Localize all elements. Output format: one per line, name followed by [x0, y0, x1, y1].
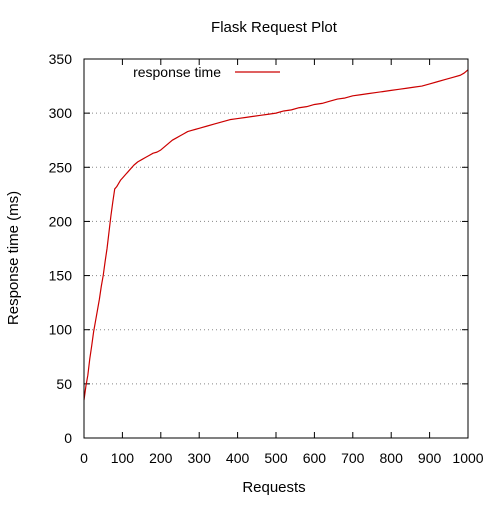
x-tick-label: 600 — [303, 450, 327, 466]
y-tick-label: 200 — [49, 213, 73, 229]
x-tick-label: 100 — [111, 450, 135, 466]
x-tick-label: 0 — [80, 450, 88, 466]
x-tick-label: 700 — [341, 450, 365, 466]
y-tick-label: 350 — [49, 51, 73, 67]
y-tick-label: 300 — [49, 105, 73, 121]
chart-title: Flask Request Plot — [211, 19, 338, 36]
x-tick-label: 800 — [380, 450, 404, 466]
x-tick-label: 500 — [264, 450, 288, 466]
x-tick-label: 900 — [418, 450, 442, 466]
x-tick-label: 200 — [149, 450, 173, 466]
x-axis-ticks: 0 100 200 300 400 500 600 700 800 900 1000 — [80, 59, 484, 466]
legend: response time — [133, 64, 280, 80]
y-tick-label: 50 — [56, 376, 72, 392]
x-tick-label: 1000 — [452, 450, 483, 466]
legend-label: response time — [133, 64, 221, 80]
y-tick-label: 150 — [49, 268, 73, 284]
plot-frame — [83, 58, 469, 439]
y-tick-label: 250 — [49, 159, 73, 175]
y-tick-label: 0 — [64, 430, 72, 446]
y-axis-ticks: 0 50 100 150 200 250 300 350 — [49, 51, 468, 446]
x-axis-label: Requests — [242, 479, 305, 496]
y-axis-label: Response time (ms) — [5, 191, 22, 325]
x-tick-label: 300 — [188, 450, 212, 466]
series-layer — [83, 69, 469, 401]
x-tick-label: 400 — [226, 450, 250, 466]
y-tick-label: 100 — [49, 322, 73, 338]
series-line — [83, 69, 469, 401]
